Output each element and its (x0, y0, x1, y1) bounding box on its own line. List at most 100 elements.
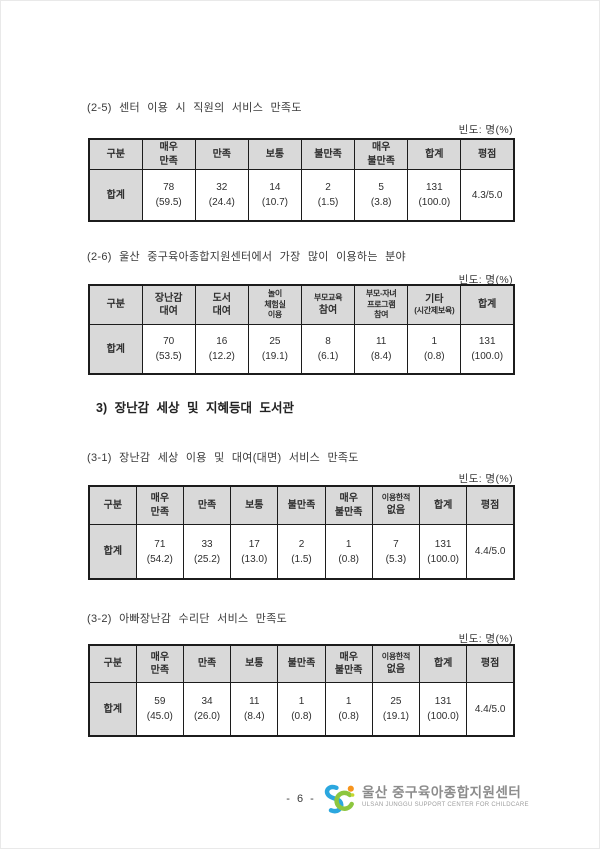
column-header: 기타 (시간제보육) (407, 284, 462, 325)
column-header: 이용한적 없음 (371, 644, 421, 683)
row-label: 합계 (88, 169, 143, 222)
column-header: 만족 (182, 644, 232, 683)
data-cell: 4.4/5.0 (466, 682, 515, 737)
footer-brand: 울산 중구육아종합지원센터 ULSAN JUNGGU SUPPORT CENTE… (322, 781, 529, 816)
table-header-row: 구분 매우 만족 만족 보통 불만족 매우 불만족 이용한적 없음 합계 평점 (88, 485, 515, 525)
column-header: 매우 불만족 (354, 138, 409, 170)
column-header: 부모교육 참여 (300, 284, 356, 325)
data-cell: 1 (0.8) (407, 324, 462, 375)
freq-unit-label-1: 빈도: 명(%) (458, 124, 513, 136)
data-cell: 33 (25.2) (182, 524, 232, 580)
column-header: 합계 (407, 138, 462, 170)
center-logo-icon (324, 784, 355, 814)
column-header: 구분 (88, 485, 137, 525)
freq-unit-label-2: 빈도: 명(%) (458, 274, 513, 286)
data-cell: 70 (53.5) (141, 324, 196, 375)
data-cell: 71 (54.2) (135, 524, 184, 580)
column-header: 불만족 (277, 644, 326, 683)
column-header: 구분 (88, 284, 143, 325)
table-header-row: 구분 매우 만족 만족 보통 불만족 매우 불만족 합계 평점 (88, 138, 515, 170)
column-header: 매우 불만족 (324, 485, 373, 525)
table-header-row: 구분 장난감 대여 도서 대여 놀이 체험실 이용 부모교육 참여 부모-자녀 프로그램 참여 기타 (시간… (88, 284, 515, 325)
data-cell: 78 (59.5) (141, 169, 196, 222)
data-cell: 1 (0.8) (277, 682, 326, 737)
data-cell: 131 (100.0) (419, 524, 468, 580)
data-cell: 34 (26.0) (182, 682, 232, 737)
column-header: 만족 (194, 138, 249, 170)
column-header: 평점 (460, 138, 515, 170)
table-body: 합계 59 (45.0) 34 (26.0) 11 (8.4) 1 (0.8) 1 (0.… (88, 682, 515, 737)
data-cell: 32 (24.4) (194, 169, 249, 222)
data-cell: 25 (19.1) (371, 682, 421, 737)
column-header: 구분 (88, 138, 143, 170)
page-number: - 6 - (286, 793, 316, 805)
heading-section-3: 3) 장난감 세상 및 지혜등대 도서관 (96, 401, 294, 415)
data-cell: 5 (3.8) (354, 169, 409, 222)
table-body: 합계 71 (54.2) 33 (25.2) 17 (13.0) 2 (1.5) 1 (0… (88, 524, 515, 580)
column-header: 놀이 체험실 이용 (247, 284, 303, 325)
data-cell: 131 (100.0) (407, 169, 462, 222)
column-header: 만족 (182, 485, 232, 525)
table-header-row: 구분 매우 만족 만족 보통 불만족 매우 불만족 이용한적 없음 합계 평점 (88, 644, 515, 683)
column-header: 합계 (419, 485, 468, 525)
column-header: 부모-자녀 프로그램 참여 (354, 284, 409, 325)
freq-unit-label-3: 빈도: 명(%) (458, 473, 513, 485)
data-cell: 8 (6.1) (300, 324, 356, 375)
column-header: 합계 (419, 644, 468, 683)
table-row: 합계 59 (45.0) 34 (26.0) 11 (8.4) 1 (0.8) 1 (0.… (88, 682, 515, 737)
column-header: 장난감 대여 (141, 284, 196, 325)
data-cell: 11 (8.4) (354, 324, 409, 375)
column-header: 보통 (230, 644, 279, 683)
data-cell: 131 (100.0) (460, 324, 515, 375)
org-name-english: ULSAN JUNGGU SUPPORT CENTER FOR CHILDCAR… (362, 802, 529, 808)
table-row: 합계 78 (59.5) 32 (24.4) 14 (10.7) 2 (1.5) 5 (3… (88, 169, 515, 222)
column-header: 이용한적 없음 (371, 485, 421, 525)
heading-2-6: (2-6) 울산 중구육아종합지원센터에서 가장 많이 이용하는 분야 (87, 251, 406, 263)
row-label: 합계 (88, 682, 137, 737)
heading-3-2: (3-2) 아빠장난감 수리단 서비스 만족도 (87, 613, 288, 625)
table-body: 합계 70 (53.5) 16 (12.2) 25 (19.1) 8 (6.1) 11 (… (88, 324, 515, 375)
column-header: 불만족 (300, 138, 356, 170)
data-cell: 131 (100.0) (419, 682, 468, 737)
table-dad-toy-repair-satisfaction: 구분 매우 만족 만족 보통 불만족 매우 불만족 이용한적 없음 합계 평점 합계 59 (45.0)… (88, 644, 515, 737)
org-name-korean: 울산 중구육아종합지원센터 (362, 785, 522, 800)
data-cell: 4.4/5.0 (466, 524, 515, 580)
data-cell: 2 (1.5) (300, 169, 356, 222)
data-cell: 59 (45.0) (135, 682, 184, 737)
data-cell: 7 (5.3) (371, 524, 421, 580)
column-header: 도서 대여 (194, 284, 249, 325)
data-cell: 2 (1.5) (277, 524, 326, 580)
data-cell: 4.3/5.0 (460, 169, 515, 222)
table-row: 합계 70 (53.5) 16 (12.2) 25 (19.1) 8 (6.1) 11 (… (88, 324, 515, 375)
column-header: 합계 (460, 284, 515, 325)
row-label: 합계 (88, 324, 143, 375)
data-cell: 14 (10.7) (247, 169, 303, 222)
data-cell: 1 (0.8) (324, 682, 373, 737)
table-most-used-service-area: 구분 장난감 대여 도서 대여 놀이 체험실 이용 부모교육 참여 부모-자녀 프로그램 참여 기타 (시간… (88, 284, 515, 375)
column-header: 매우 만족 (135, 644, 184, 683)
column-header: 매우 만족 (141, 138, 196, 170)
column-header: 매우 만족 (135, 485, 184, 525)
row-label: 합계 (88, 524, 137, 580)
column-header: 평점 (466, 485, 515, 525)
data-cell: 1 (0.8) (324, 524, 373, 580)
table-row: 합계 71 (54.2) 33 (25.2) 17 (13.0) 2 (1.5) 1 (0… (88, 524, 515, 580)
column-header: 매우 불만족 (324, 644, 373, 683)
table-toy-world-rental-satisfaction: 구분 매우 만족 만족 보통 불만족 매우 불만족 이용한적 없음 합계 평점 합계 71 (54.2)… (88, 485, 515, 580)
data-cell: 11 (8.4) (230, 682, 279, 737)
column-header: 불만족 (277, 485, 326, 525)
column-header: 보통 (230, 485, 279, 525)
freq-unit-label-4: 빈도: 명(%) (458, 633, 513, 645)
data-cell: 25 (19.1) (247, 324, 303, 375)
heading-3-1: (3-1) 장난감 세상 이용 및 대여(대면) 서비스 만족도 (87, 452, 359, 464)
table-staff-service-satisfaction: 구분 매우 만족 만족 보통 불만족 매우 불만족 합계 평점 합계 78 (59.5) 32 (24… (88, 138, 515, 222)
column-header: 구분 (88, 644, 137, 683)
column-header: 보통 (247, 138, 303, 170)
data-cell: 17 (13.0) (230, 524, 279, 580)
column-header: 평점 (466, 644, 515, 683)
data-cell: 16 (12.2) (194, 324, 249, 375)
table-body: 합계 78 (59.5) 32 (24.4) 14 (10.7) 2 (1.5) 5 (3… (88, 169, 515, 222)
org-name-block: 울산 중구육아종합지원센터 ULSAN JUNGGU SUPPORT CENTE… (362, 781, 529, 808)
heading-2-5: (2-5) 센터 이용 시 직원의 서비스 만족도 (87, 102, 302, 114)
